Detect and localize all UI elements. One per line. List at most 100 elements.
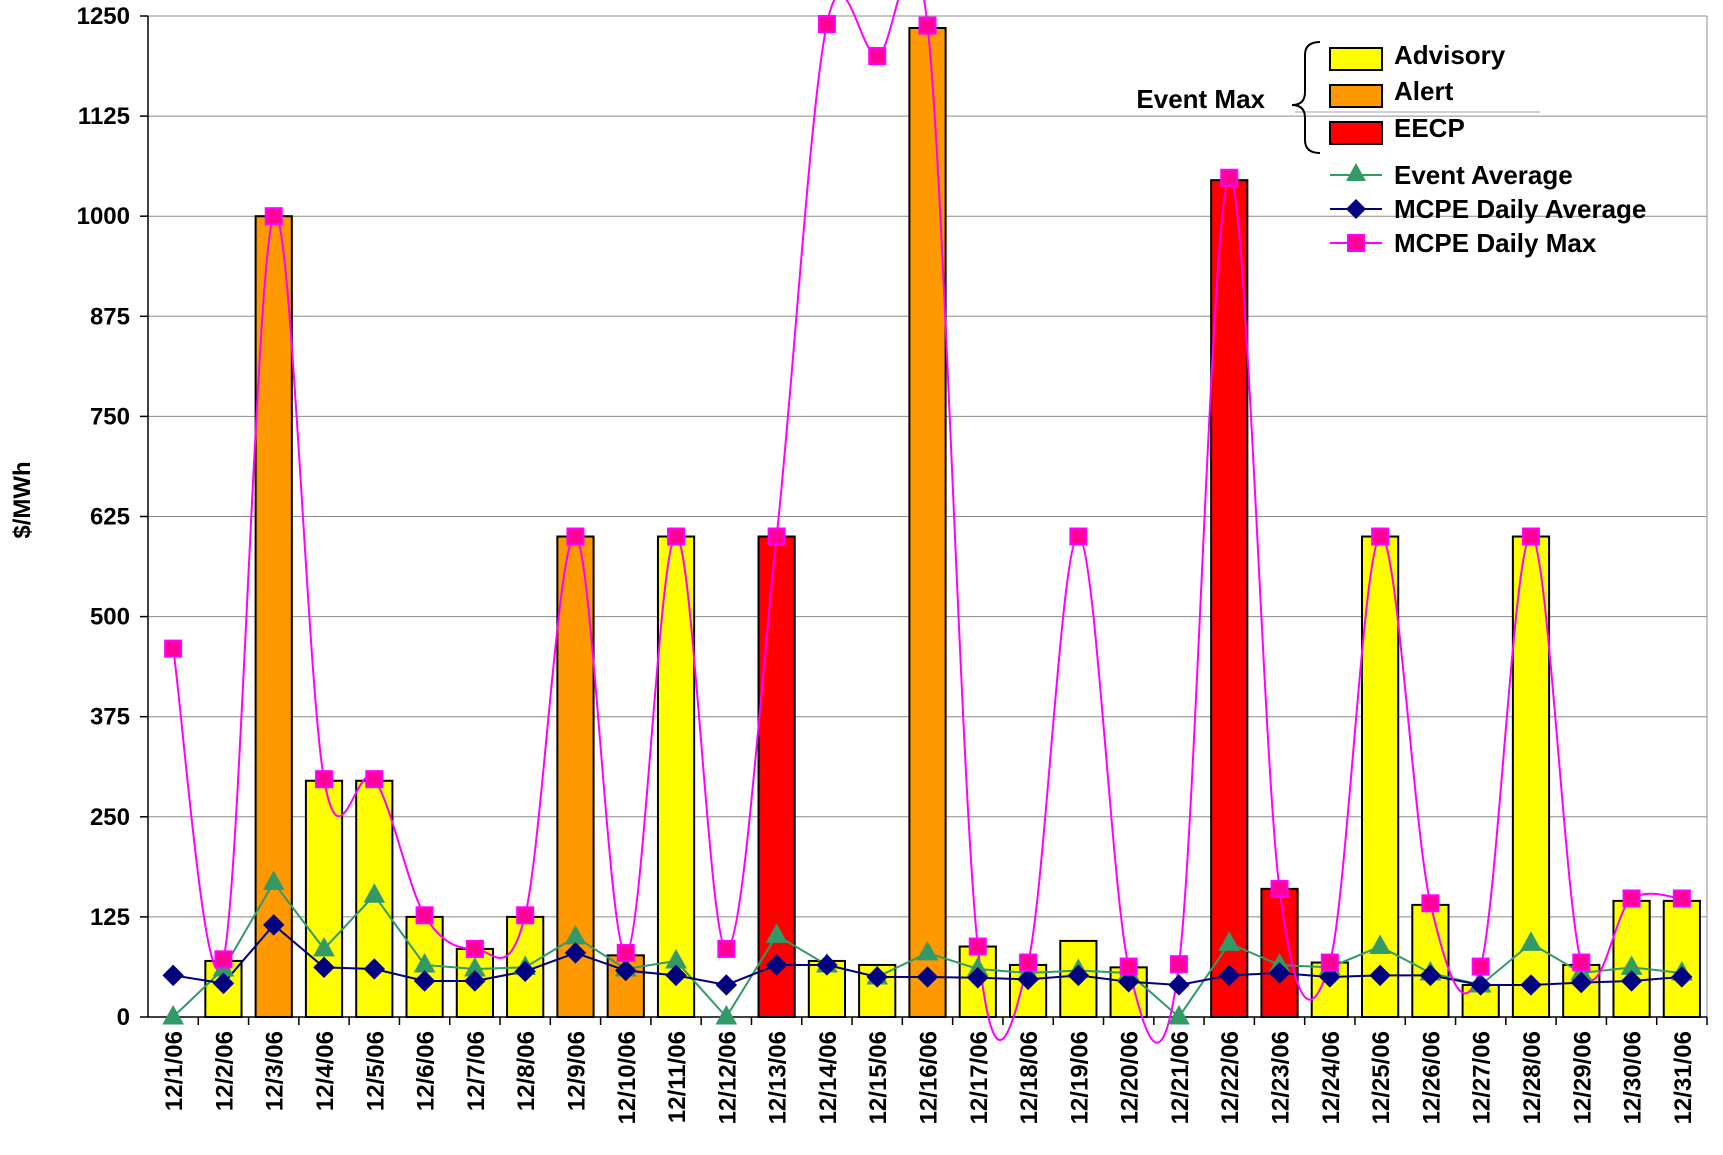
x-tick-label: 12/13/06 xyxy=(765,1031,792,1124)
point-mcpe-daily-max xyxy=(968,937,987,956)
x-tick-label: 12/12/06 xyxy=(714,1031,741,1124)
point-mcpe-daily-average xyxy=(162,964,184,987)
point-event-average xyxy=(715,1004,738,1025)
point-mcpe-daily-max xyxy=(817,15,836,34)
x-tick-label: 12/23/06 xyxy=(1268,1031,1295,1124)
point-mcpe-daily-max xyxy=(214,950,233,969)
point-mcpe-daily-average xyxy=(1369,964,1391,987)
y-tick-label: 750 xyxy=(90,403,130,430)
x-tick-label: 12/4/06 xyxy=(312,1031,339,1111)
legend-swatch-alert xyxy=(1329,84,1383,108)
point-mcpe-daily-max xyxy=(516,906,535,925)
legend-bar-group-label: Event Max xyxy=(1136,84,1265,114)
point-mcpe-daily-max xyxy=(1471,957,1490,976)
point-mcpe-daily-average xyxy=(1520,974,1542,996)
y-tick-label: 250 xyxy=(90,804,130,831)
point-mcpe-daily-max xyxy=(164,639,183,658)
point-mcpe-daily-average xyxy=(1268,962,1291,984)
y-tick-label: 1125 xyxy=(78,103,130,130)
point-mcpe-daily-average xyxy=(615,959,637,982)
point-mcpe-daily-max xyxy=(1069,527,1088,546)
legend-marker-event-average xyxy=(1346,163,1366,181)
point-mcpe-daily-average xyxy=(1067,964,1090,987)
point-event-average xyxy=(1520,931,1542,951)
x-tick-label: 12/2/06 xyxy=(211,1031,238,1111)
point-mcpe-daily-average xyxy=(514,960,536,983)
x-tick-label: 12/17/06 xyxy=(966,1031,993,1124)
point-mcpe-daily-max xyxy=(566,527,585,546)
point-event-average xyxy=(1369,934,1391,955)
point-mcpe-daily-max xyxy=(1572,953,1591,972)
point-mcpe-daily-average xyxy=(1218,964,1240,987)
point-mcpe-daily-average xyxy=(1419,964,1442,987)
point-mcpe-daily-average xyxy=(1168,974,1190,996)
x-tick-label: 12/29/06 xyxy=(1569,1031,1596,1124)
x-tick-label: 12/21/06 xyxy=(1167,1031,1194,1124)
point-mcpe-daily-average xyxy=(464,970,486,992)
x-tick-label: 12/22/06 xyxy=(1217,1031,1244,1124)
point-mcpe-daily-max xyxy=(465,939,484,958)
point-event-average xyxy=(1218,931,1241,951)
bar-eecp xyxy=(1210,179,1249,1018)
point-event-average xyxy=(162,1004,184,1025)
point-mcpe-daily-max xyxy=(1320,953,1339,972)
x-tick-label: 12/24/06 xyxy=(1318,1031,1345,1124)
point-mcpe-daily-average xyxy=(866,966,888,988)
bar-advisory xyxy=(1411,903,1450,1018)
y-tick-label: 375 xyxy=(90,704,130,731)
x-tick-label: 12/30/06 xyxy=(1620,1031,1647,1124)
point-mcpe-daily-max xyxy=(1622,889,1641,908)
point-mcpe-daily-max xyxy=(767,527,786,546)
x-tick-label: 12/20/06 xyxy=(1117,1031,1144,1124)
point-mcpe-daily-average xyxy=(564,942,587,964)
legend-marker-mcpe-daily-average xyxy=(1346,199,1366,219)
point-mcpe-daily-max xyxy=(264,207,283,226)
x-tick-label: 12/7/06 xyxy=(463,1031,490,1111)
point-mcpe-daily-average xyxy=(413,970,436,992)
bar-advisory xyxy=(1310,961,1349,1018)
point-mcpe-daily-average xyxy=(665,964,687,987)
y-tick-label: 625 xyxy=(90,504,130,531)
point-mcpe-daily-max xyxy=(1672,889,1691,908)
markers xyxy=(162,15,1693,1025)
point-mcpe-daily-max xyxy=(1521,527,1540,546)
x-tick-label: 12/18/06 xyxy=(1016,1031,1043,1124)
y-tick-label: 125 xyxy=(90,904,130,931)
point-mcpe-daily-max xyxy=(667,527,686,546)
legend-swatch-advisory xyxy=(1329,47,1383,71)
bar-eecp xyxy=(757,535,796,1019)
point-mcpe-daily-average xyxy=(1117,971,1140,993)
point-mcpe-daily-max xyxy=(868,47,887,66)
point-mcpe-daily-average xyxy=(715,974,738,996)
y-tick-label: 1000 xyxy=(77,203,130,230)
point-mcpe-daily-max xyxy=(717,939,736,958)
legend-label-advisory: Advisory xyxy=(1394,40,1506,70)
legend: Event Max Advisory Alert EECP Event Aver… xyxy=(1136,40,1646,258)
bar-advisory xyxy=(656,535,696,1019)
point-event-average xyxy=(1168,1004,1190,1025)
x-tick-label: 12/31/06 xyxy=(1670,1031,1697,1124)
point-mcpe-daily-max xyxy=(616,943,635,962)
x-tick-labels: 12/1/06 12/2/06 12/3/06 12/4/06 12/5/06 12/6/… xyxy=(161,1031,1697,1124)
legend-brace xyxy=(1291,41,1321,154)
point-mcpe-daily-max xyxy=(315,770,334,789)
point-mcpe-daily-average xyxy=(1017,968,1039,991)
point-mcpe-daily-average xyxy=(765,954,788,976)
x-tick-label: 12/10/06 xyxy=(614,1031,641,1124)
legend-marker-mcpe-daily-max xyxy=(1347,234,1365,252)
y-tick-labels: 0 125 250 375 500 625 750 875 1000 1125 1250 xyxy=(77,3,130,1031)
x-tick-label: 12/3/06 xyxy=(262,1031,289,1111)
legend-label-event-average: Event Average xyxy=(1394,160,1573,190)
x-tick-label: 12/19/06 xyxy=(1066,1031,1093,1124)
point-mcpe-daily-average xyxy=(816,954,838,976)
x-tick-label: 12/11/06 xyxy=(664,1031,691,1123)
y-tick-label: 500 xyxy=(90,604,130,631)
point-mcpe-daily-max xyxy=(918,16,937,35)
point-mcpe-daily-average xyxy=(363,958,386,980)
y-tick-label: 0 xyxy=(117,1004,130,1031)
x-tick-label: 12/9/06 xyxy=(563,1031,590,1111)
point-mcpe-daily-max xyxy=(1169,955,1188,974)
x-tick-label: 12/25/06 xyxy=(1368,1031,1395,1124)
legend-label-eecp: EECP xyxy=(1394,113,1465,143)
